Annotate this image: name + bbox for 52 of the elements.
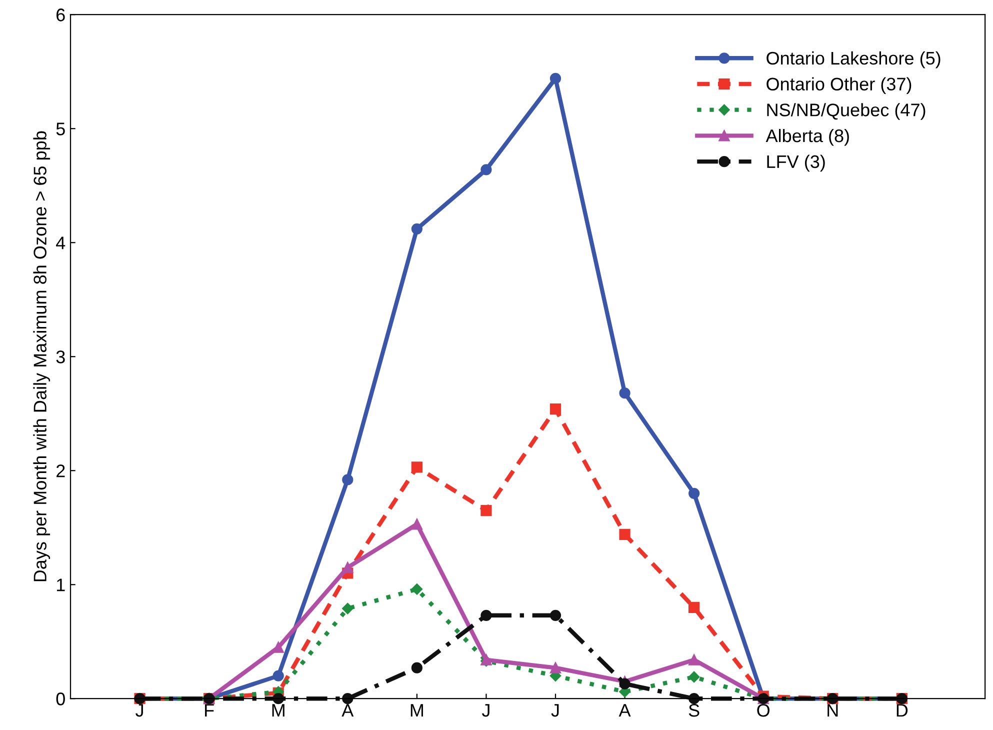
x-tick-label: N <box>828 704 838 717</box>
point <box>550 610 562 621</box>
y-tick-label: 4 <box>56 236 66 250</box>
point <box>411 662 422 674</box>
point <box>550 403 562 415</box>
y-tick-label: 6 <box>56 8 65 22</box>
y-tick-label: 5 <box>56 122 65 136</box>
point <box>480 504 492 516</box>
y-tick-label: 1 <box>56 578 65 592</box>
x-tick-label: M <box>410 704 423 717</box>
y-tick-label: 3 <box>56 350 65 364</box>
legend-label: LFV (3) <box>767 154 825 172</box>
x-tick-label: M <box>272 704 284 717</box>
legend-label: Alberta (8) <box>766 128 849 146</box>
x-tick-label: J <box>136 704 143 717</box>
legend-label: Ontario Other (37) <box>766 77 912 94</box>
point <box>688 654 700 666</box>
point <box>342 474 354 486</box>
y-axis-title: Days per Month with Daily Maximum 8h Ozone > 65 ppb <box>33 131 50 582</box>
point <box>411 223 422 234</box>
x-tick-label: A <box>618 704 631 717</box>
point <box>688 693 700 704</box>
x-tick-label: O <box>757 704 770 717</box>
x-tick-label: S <box>688 704 700 717</box>
point <box>272 670 284 682</box>
x-tick-label: A <box>342 704 354 717</box>
point <box>342 602 354 614</box>
x-tick-label: D <box>896 704 908 717</box>
point <box>272 693 284 704</box>
y-tick-label: 0 <box>56 692 65 706</box>
point <box>480 610 492 621</box>
point <box>480 164 492 176</box>
x-tick-label: J <box>482 704 490 717</box>
point <box>550 72 562 84</box>
x-tick-label: J <box>551 704 559 717</box>
point <box>688 671 700 683</box>
legend-label: NS/NB/Quebec (47) <box>767 103 926 120</box>
point <box>411 584 423 595</box>
point <box>619 388 630 399</box>
point <box>342 562 354 574</box>
point <box>619 528 630 540</box>
x-tick-label: F <box>205 704 214 717</box>
point <box>688 602 700 613</box>
point <box>272 642 284 653</box>
point <box>688 488 700 499</box>
point <box>342 693 354 704</box>
point <box>619 678 630 690</box>
point <box>550 662 562 674</box>
point <box>411 462 422 473</box>
y-tick-label: 2 <box>56 464 65 478</box>
legend-label: Ontario Lakeshore (5) <box>766 51 940 68</box>
point <box>411 518 422 530</box>
